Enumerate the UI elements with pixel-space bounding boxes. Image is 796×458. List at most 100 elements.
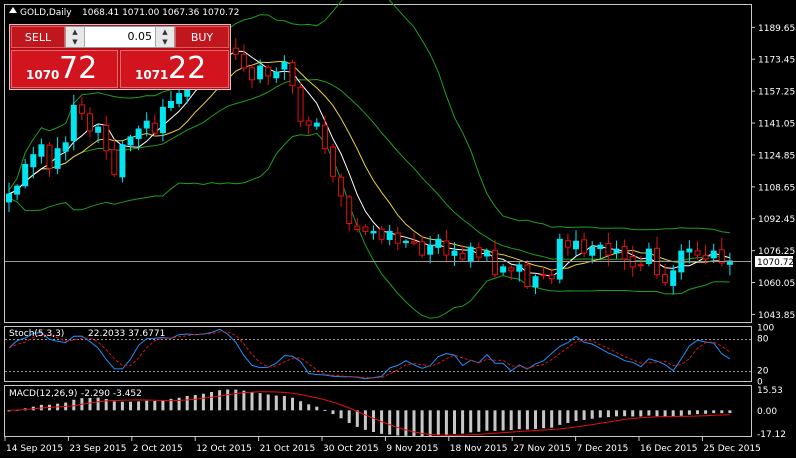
macd-signal-line [8,391,730,436]
sell-price-button[interactable]: 1070 72 [11,50,118,88]
stoch-values-label: 22.2033 37.6771 [88,329,165,339]
stoch-tick-label: 20 [757,367,769,377]
volume-down-icon[interactable]: ▼ [72,38,78,46]
macd-bar [299,401,303,411]
candle [232,38,239,61]
macd-bar [696,410,699,415]
candle [370,225,377,240]
candle [726,252,733,276]
candle [346,194,353,232]
macd-bar [185,395,189,411]
candle [321,115,328,155]
macd-bar [96,397,100,411]
candle [305,116,312,136]
stoch-name-label: Stoch(5,3,3) [9,329,64,339]
macd-bar [606,410,610,418]
volume-up-arrows[interactable]: ▲ ▼ [155,27,174,47]
candle [589,241,596,264]
macd-bar [687,410,691,415]
candle [540,266,547,280]
candle [459,245,466,262]
candle [670,264,677,295]
macd-bar [428,410,432,436]
macd-bar [331,410,335,415]
macd-tick-label: 15.53 [757,386,783,396]
candle [297,81,304,128]
macd-bar [461,410,465,434]
volume-down-arrows[interactable]: ▲ ▼ [66,27,85,47]
sell-price-major: 1070 [26,68,60,82]
candle [338,173,345,207]
price-tick-label: 1108.65 [758,183,795,193]
macd-bar [542,410,546,429]
bollinger-lower [8,132,730,319]
macd-bar [420,410,424,437]
one-click-trading-panel: SELL ▲ ▼ 0.05 ▲ ▼ BUY 1070 72 1071 22 [9,24,231,90]
price-tick-label: 1189.65 [758,24,795,34]
macd-bar [104,398,108,411]
candle [645,242,652,267]
macd-bar [396,410,400,436]
candle [103,115,110,160]
price-pane[interactable]: GOLD,Daily 1068.41 1071.00 1067.36 1070.… [4,0,796,323]
candle [516,261,523,282]
candle [6,182,12,213]
buy-price-button[interactable]: 1071 22 [120,50,229,88]
time-tick-label: 12 Oct 2015 [196,444,252,454]
candle [613,240,620,259]
macd-bar [372,410,375,432]
stoch-main-line [8,328,731,380]
macd-bar [177,397,181,411]
volume-input[interactable]: 0.05 [127,30,153,43]
candle [78,97,85,121]
candle [240,44,247,72]
sell-button[interactable]: SELL [11,26,65,48]
macd-pane-frame [4,385,752,437]
volume-increase-icon[interactable]: ▲ [162,28,168,36]
candle [168,90,174,112]
candle [30,146,37,179]
macd-bar [161,399,165,411]
volume-up-icon[interactable]: ▲ [72,28,78,36]
candle [330,143,336,183]
macd-bar [590,410,594,419]
candle [564,233,571,257]
candle [605,232,612,267]
bollinger-middle [8,78,730,262]
buy-button[interactable]: BUY [175,26,229,48]
candle [354,217,361,233]
bollinger-bands [8,0,730,319]
candle [467,242,474,268]
candle [289,59,296,94]
macd-bar [250,392,254,411]
macd-bar [566,410,570,423]
macd-tick-label: -17.12 [757,430,786,440]
candle [556,233,563,284]
macd-bar [193,395,197,411]
candle [257,59,264,84]
macd-bar [534,410,537,429]
macd-bar [137,401,141,411]
macd-bar [444,410,448,435]
macd-bar [347,410,351,424]
price-axis: 1189.65 1173.45 1157.25 1141.05 1124.85 1108.… [751,24,795,321]
volume-decrease-icon[interactable]: ▼ [162,38,168,46]
chart-collapse-icon[interactable] [9,7,17,13]
macd-pane[interactable]: MACD(12,26,9) -2.290 -3.452 15.53 0.00 -17… [4,385,787,440]
candle [265,64,272,86]
price-tick-label: 1157.25 [758,88,795,98]
macd-bar [436,410,440,435]
time-tick-label: 16 Dec 2015 [640,444,698,454]
candle [135,125,142,151]
macd-bar [509,410,513,431]
macd-name-label: MACD(12,26,9) [9,389,77,399]
macd-bar [517,410,521,430]
macd-signal-path [8,391,730,436]
candle [581,232,588,258]
candle [710,243,717,264]
candle [249,64,255,89]
volume-stepper[interactable]: ▲ ▼ 0.05 ▲ ▼ [65,26,175,48]
